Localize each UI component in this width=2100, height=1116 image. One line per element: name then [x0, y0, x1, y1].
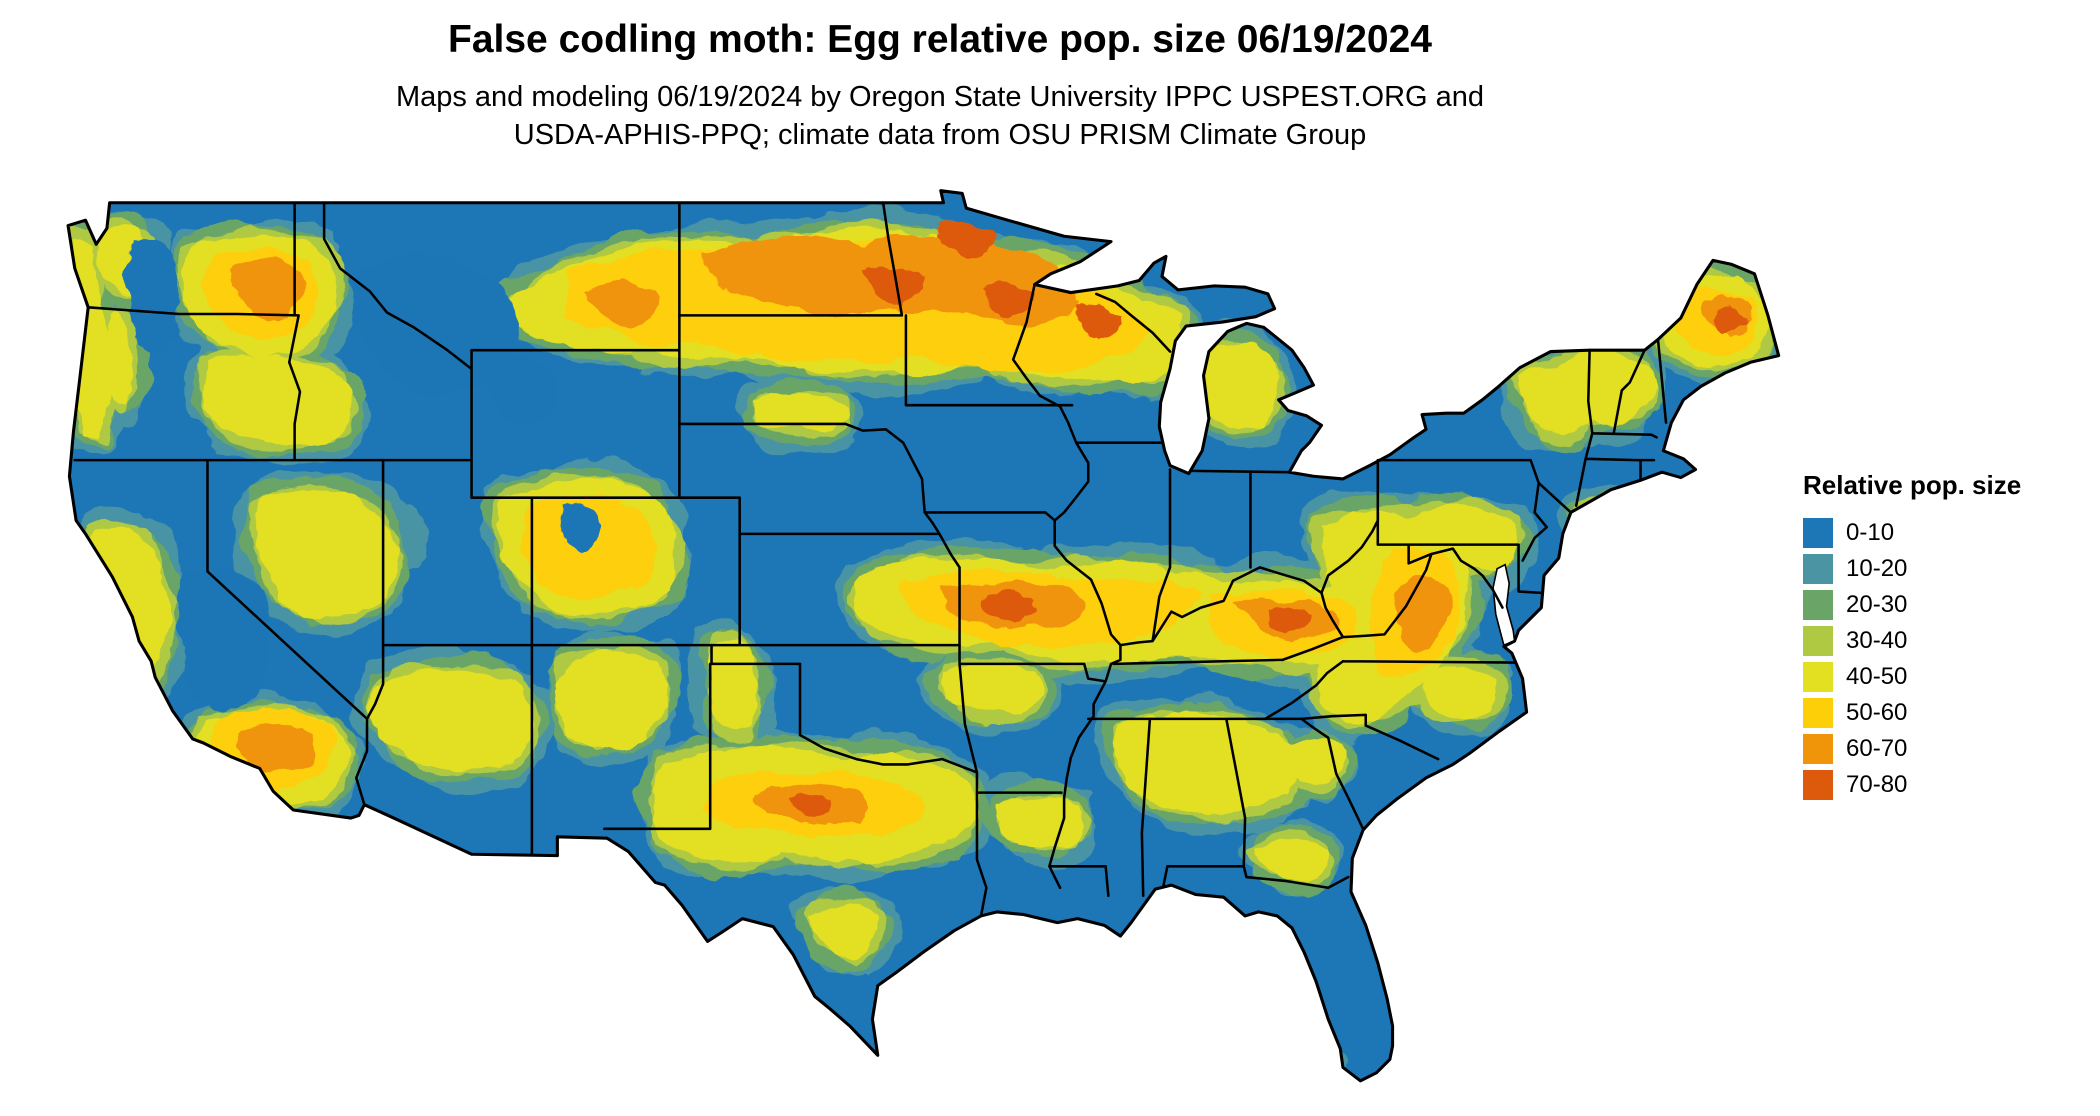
legend-item: 50-60: [1803, 695, 2063, 731]
legend-item-label: 60-70: [1846, 735, 1908, 762]
legend-items: 0-10 10-20 20-30 30-40 40-50 50-60 60-70 70-80: [1803, 515, 2063, 803]
state-borders-central: [603, 201, 1380, 918]
legend-item: 20-30: [1803, 587, 2063, 623]
legend-swatch: [1803, 554, 1833, 584]
legend-item-label: 20-30: [1846, 591, 1908, 618]
map-figure: [58, 188, 1782, 1113]
legend-swatch: [1803, 734, 1833, 764]
legend-item-label: 40-50: [1846, 663, 1908, 690]
population-overlay: [72, 224, 1769, 1081]
legend-swatch: [1803, 626, 1833, 656]
legend-item-label: 50-60: [1846, 699, 1908, 726]
legend-item-label: 0-10: [1846, 519, 1895, 546]
us-map-svg: [66, 189, 1781, 1083]
legend-item: 30-40: [1803, 623, 2063, 659]
legend-item: 60-70: [1803, 731, 2063, 767]
page-title: False codling moth: Egg relative pop. si…: [448, 18, 1432, 61]
legend-swatch: [1803, 770, 1833, 800]
state-borders-west: [73, 201, 961, 856]
state-borders-east: [1263, 338, 1668, 831]
legend-swatch: [1803, 518, 1833, 548]
map-legend: Relative pop. size 0-10 10-20 20-30 30-40 40…: [1803, 470, 2063, 803]
legend-title: Relative pop. size: [1803, 470, 2022, 500]
legend-item-label: 10-20: [1846, 555, 1908, 582]
low-pop-mountain-holes: [126, 236, 605, 711]
map-subtitle: Maps and modeling 06/19/2024 by Oregon S…: [0, 78, 1880, 155]
chesapeake-bay-water: [1492, 563, 1516, 647]
legend-item: 70-80: [1803, 767, 2063, 803]
legend-item: 10-20: [1803, 551, 2063, 587]
legend-swatch: [1803, 662, 1833, 692]
legend-item: 40-50: [1803, 659, 2063, 695]
state-borders: [73, 201, 1668, 918]
legend-swatch: [1803, 590, 1833, 620]
us-outline: [66, 189, 1781, 1083]
subtitle-line-2: USDA-APHIS-PPQ; climate data from OSU PR…: [513, 119, 1367, 152]
subtitle-line-1: Maps and modeling 06/19/2024 by Oregon S…: [395, 81, 1485, 113]
legend-item-label: 70-80: [1846, 771, 1908, 798]
map-header: False codling moth: Egg relative pop. si…: [0, 18, 1880, 155]
legend-swatch: [1803, 698, 1833, 728]
legend-item: 0-10: [1803, 515, 2063, 551]
legend-item-label: 30-40: [1846, 627, 1908, 654]
